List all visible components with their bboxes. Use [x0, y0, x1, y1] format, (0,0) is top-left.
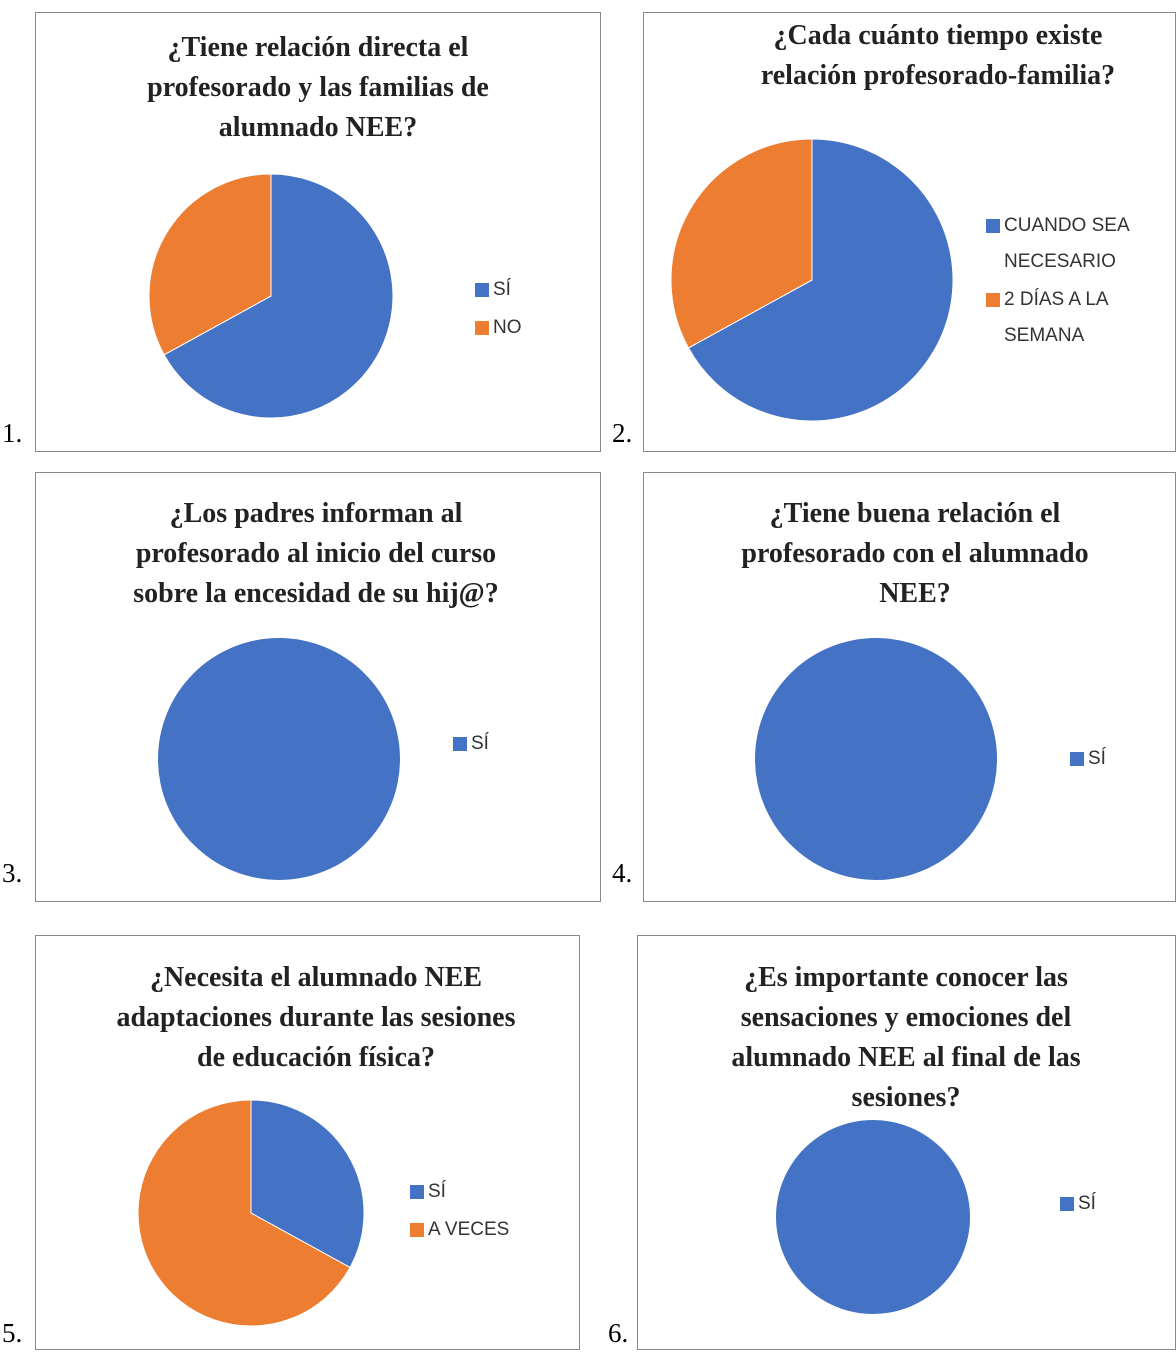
legend-swatch [410, 1223, 424, 1237]
chart-number: 5. [2, 1318, 23, 1348]
pie-slice [137, 1099, 351, 1327]
pie-slice [250, 1099, 365, 1269]
legend-item: 2 DÍAS A LA SEMANA [986, 282, 1166, 354]
chart-title: ¿Es importante conocer las sensaciones y… [731, 962, 1081, 1113]
legend-item: SÍ [475, 272, 605, 308]
legend-item: CUANDO SEA NECESARIO [986, 208, 1166, 280]
legend: SÍ [1070, 741, 1170, 779]
chart-frame [35, 12, 601, 452]
legend-item: NO [475, 310, 605, 346]
legend-item: SÍ [453, 726, 583, 762]
legend: CUANDO SEA NECESARIO 2 DÍAS A LA SEMANA [986, 208, 1166, 356]
legend: SÍ NO [475, 272, 605, 348]
chart-number: 3. [2, 858, 23, 888]
legend-swatch [1060, 1197, 1074, 1211]
pie-slice [158, 638, 400, 880]
legend-swatch [475, 321, 489, 335]
chart-title: ¿Tiene buena relación el profesorado con… [741, 498, 1089, 609]
pie-slice [163, 173, 394, 419]
pie-slice [687, 138, 954, 422]
legend-swatch [453, 737, 467, 751]
legend-label: SÍ [1078, 1193, 1096, 1214]
legend-swatch [410, 1185, 424, 1199]
legend-item: A VECES [410, 1212, 570, 1248]
legend-label: A VECES [428, 1219, 510, 1240]
chart-frame [35, 935, 580, 1350]
legend: SÍ [453, 726, 583, 764]
legend-swatch [1070, 752, 1084, 766]
chart-number: 2. [612, 418, 633, 448]
legend: SÍ [1060, 1186, 1160, 1224]
chart-number: 6. [608, 1318, 629, 1348]
legend-label: SÍ [428, 1181, 446, 1202]
legend-label: SÍ [471, 733, 489, 754]
legend-label: SÍ [493, 279, 511, 300]
chart-title: ¿Cada cuánto tiempo existe relación prof… [760, 20, 1116, 91]
legend-label: SÍ [1088, 748, 1106, 769]
chart-title: ¿Necesita el alumnado NEE adaptaciones d… [116, 962, 516, 1073]
chart-number: 1. [2, 418, 23, 448]
legend-label: NO [493, 317, 522, 338]
legend-label: CUANDO SEA NECESARIO [1004, 215, 1129, 272]
chart-title: ¿Los padres informan al profesorado al i… [133, 498, 499, 609]
legend-item: SÍ [410, 1174, 570, 1210]
pie-slice [670, 138, 813, 349]
chart-number: 4. [612, 858, 633, 888]
legend-label: 2 DÍAS A LA SEMANA [1004, 289, 1108, 346]
legend-swatch [986, 293, 1000, 307]
legend: SÍ A VECES [410, 1174, 570, 1250]
legend-swatch [475, 283, 489, 297]
chart-frame [35, 472, 601, 902]
legend-item: SÍ [1070, 741, 1170, 777]
pie-slice [755, 638, 997, 880]
chart-title: ¿Tiene relación directa el profesorado y… [147, 32, 489, 143]
pie-slice [148, 173, 272, 356]
pie-slice [776, 1120, 970, 1314]
legend-swatch [986, 219, 1000, 233]
legend-item: SÍ [1060, 1186, 1160, 1222]
